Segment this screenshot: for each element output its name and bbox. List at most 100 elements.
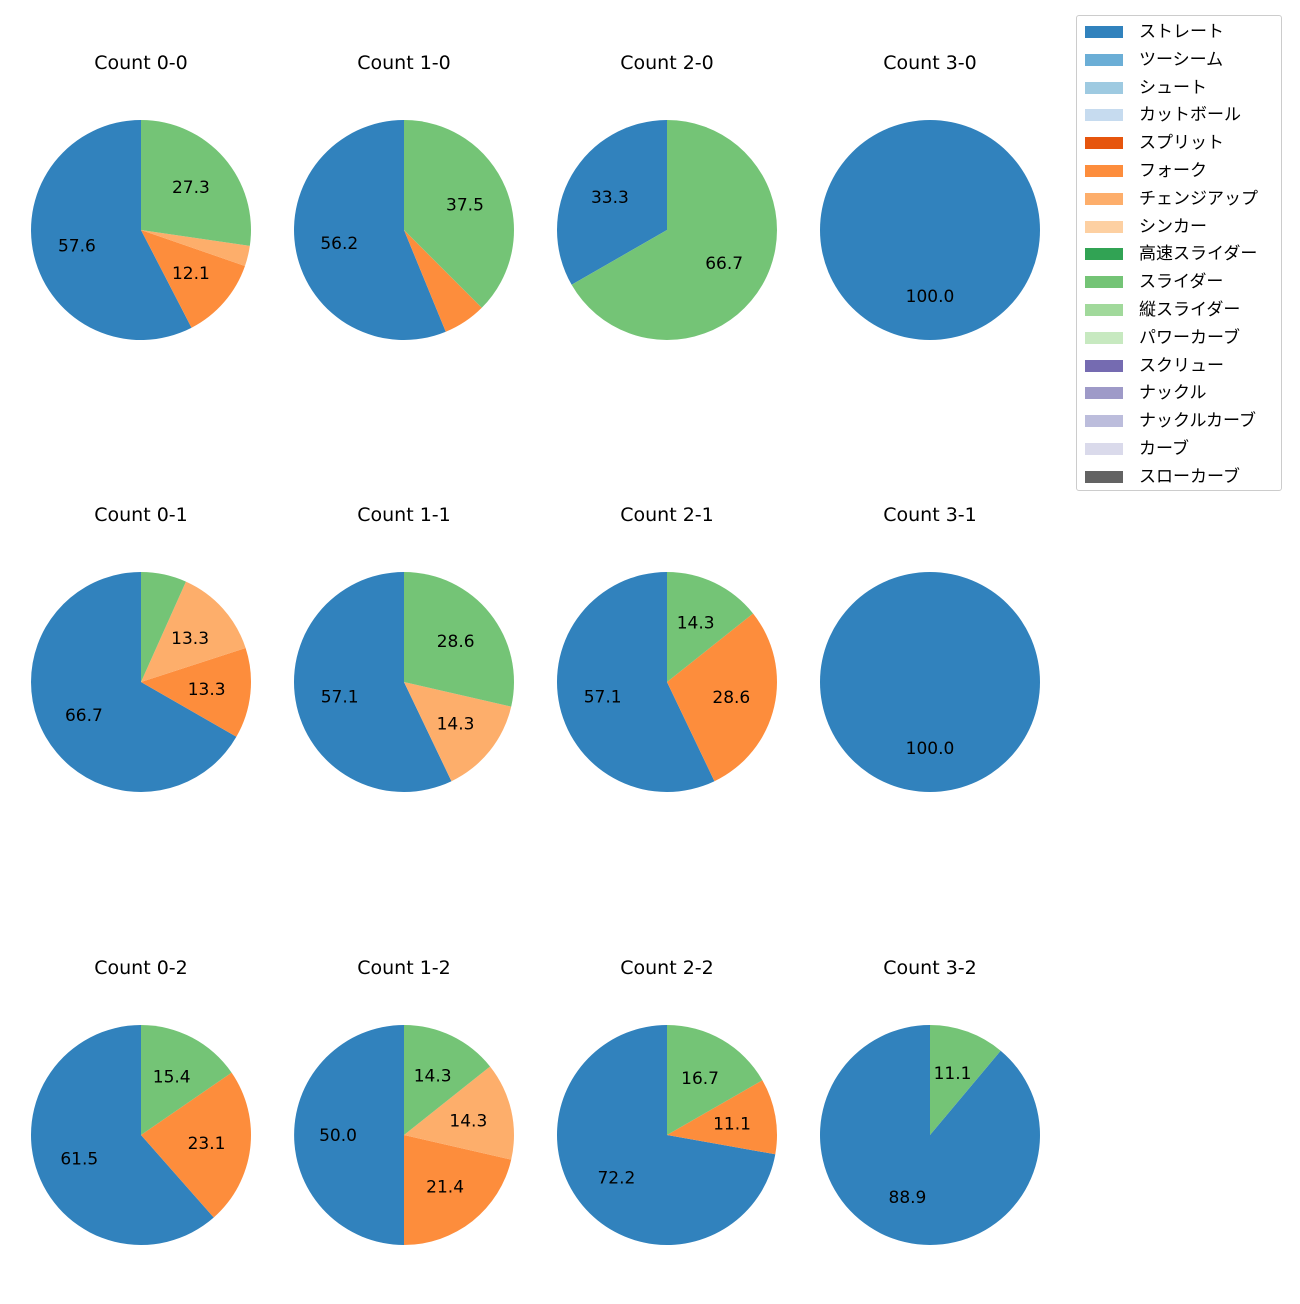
legend-item: スライダー <box>1077 270 1281 294</box>
legend-swatch <box>1085 109 1123 122</box>
pie-slice <box>820 120 1040 340</box>
pie-slice <box>404 120 514 308</box>
pie-slice <box>141 120 251 246</box>
pie-slice-label: 61.5 <box>60 1149 98 1169</box>
pie-slice-label: 50.0 <box>319 1126 357 1146</box>
pie-chart: Count 2-1 57.1 28.6 14.3 <box>556 504 777 793</box>
pie-chart: Count 0-2 61.5 23.1 15.4 <box>30 957 251 1245</box>
legend-swatch <box>1085 443 1123 455</box>
pie-title: Count 1-2 <box>357 957 451 979</box>
legend-item: チェンジアップ <box>1077 187 1281 211</box>
legend-swatch <box>1085 304 1123 316</box>
legend-swatch <box>1085 415 1123 428</box>
legend-item: シュート <box>1077 76 1281 100</box>
pie-slice <box>404 1066 515 1160</box>
legend-swatch <box>1085 220 1123 233</box>
pie-slice-label: 100.0 <box>906 739 955 759</box>
legend-label: 縦スライダー <box>1139 300 1241 320</box>
legend-swatch <box>1085 276 1123 289</box>
legend-label: フォーク <box>1139 161 1207 181</box>
pie-slice-label: 12.1 <box>172 264 210 284</box>
pie-slice <box>293 571 452 793</box>
legend-label: カットボール <box>1139 105 1241 126</box>
pie-slice <box>667 1080 777 1155</box>
pie-slice-label: 28.6 <box>437 632 475 652</box>
legend-swatch <box>1085 248 1123 261</box>
pie-slice-label: 14.3 <box>437 714 475 734</box>
pie-slice <box>404 230 482 332</box>
legend-label: シュート <box>1139 77 1207 98</box>
pie-slice-label: 14.3 <box>677 614 715 634</box>
pie-slice-label: 13.3 <box>188 680 226 700</box>
legend-swatch <box>1085 81 1123 94</box>
legend-item: 高速スライダー <box>1077 242 1281 266</box>
legend-item: スローカーブ <box>1077 465 1281 489</box>
legend-label: スローカーブ <box>1139 466 1240 487</box>
pie-slice-label: 66.7 <box>705 254 743 274</box>
pie-slice-label: 88.9 <box>889 1188 927 1208</box>
legend-label: スクリュー <box>1139 355 1224 376</box>
pie-slice <box>667 613 777 782</box>
pie-slice <box>556 1025 776 1245</box>
pie-slice-label: 21.4 <box>426 1178 464 1198</box>
pie-slice <box>141 230 250 266</box>
legend-label: 高速スライダー <box>1139 244 1258 265</box>
pie-slice <box>141 648 252 737</box>
pie-slice <box>31 572 237 792</box>
pie-slice-label: 100.0 <box>906 287 955 307</box>
pie-slice <box>819 1025 1040 1246</box>
pie-title: Count 3-1 <box>883 504 977 526</box>
legend-item: スクリュー <box>1077 354 1281 378</box>
pie-slice-label: 11.1 <box>934 1064 972 1084</box>
pie-slice-label: 57.1 <box>584 688 622 708</box>
pie-chart: Count 1-2 50.0 21.4 14.3 14.3 <box>294 957 515 1245</box>
pie-slice <box>667 572 754 682</box>
legend-swatch <box>1085 359 1123 372</box>
legend-swatch <box>1085 331 1123 344</box>
legend-label: カーブ <box>1139 439 1189 459</box>
legend-swatch <box>1085 387 1123 400</box>
legend-item: ツーシーム <box>1077 48 1281 72</box>
pie-slice-label: 57.6 <box>58 237 96 257</box>
pie-chart: Count 3-1 100.0 <box>820 504 1040 792</box>
pie-title: Count 1-1 <box>357 504 451 526</box>
legend-label: ナックルカーブ <box>1139 411 1256 432</box>
legend-swatch <box>1085 470 1123 483</box>
pie-title: Count 2-2 <box>620 957 714 979</box>
legend-swatch <box>1085 192 1123 205</box>
pie-slice <box>294 1025 404 1245</box>
legend-item: パワーカーブ <box>1077 326 1281 350</box>
pie-slice-label: 56.2 <box>320 234 358 254</box>
pie-chart: Count 3-2 88.9 11.1 <box>819 957 1040 1246</box>
pie-slice <box>556 571 715 793</box>
legend-item: ストレート <box>1077 20 1281 44</box>
pie-title: Count 3-2 <box>883 957 977 979</box>
pie-slice <box>404 682 512 782</box>
pie-slice-label: 23.1 <box>188 1134 226 1154</box>
legend-item: フォーク <box>1077 159 1281 183</box>
pie-slice <box>404 1025 491 1135</box>
pie-chart: Count 3-0 100.0 <box>820 52 1040 340</box>
pie-slice-label: 28.6 <box>712 688 750 708</box>
pie-slice <box>820 572 1040 792</box>
pie-title: Count 0-0 <box>94 52 188 74</box>
pie-slice <box>141 230 245 328</box>
pie-title: Count 1-0 <box>357 52 451 74</box>
legend-item: ナックルカーブ <box>1077 409 1281 433</box>
legend-label: シンカー <box>1139 216 1207 237</box>
legend-item: スプリット <box>1077 131 1281 155</box>
pie-slice <box>556 120 667 285</box>
legend-item: カーブ <box>1077 437 1281 461</box>
legend-label: スプリット <box>1139 133 1224 154</box>
pie-slice-label: 16.7 <box>681 1069 719 1089</box>
legend-swatch <box>1085 26 1123 38</box>
pie-slice <box>667 1025 763 1135</box>
pie-slice-label: 57.1 <box>321 688 359 708</box>
legend-label: ツーシーム <box>1139 49 1224 70</box>
pie-slice-label: 72.2 <box>597 1168 635 1188</box>
legend-item: シンカー <box>1077 215 1281 239</box>
pie-title: Count 0-2 <box>94 957 188 979</box>
pie-slice-label: 14.3 <box>414 1067 452 1087</box>
pie-slice-label: 14.3 <box>449 1111 487 1131</box>
